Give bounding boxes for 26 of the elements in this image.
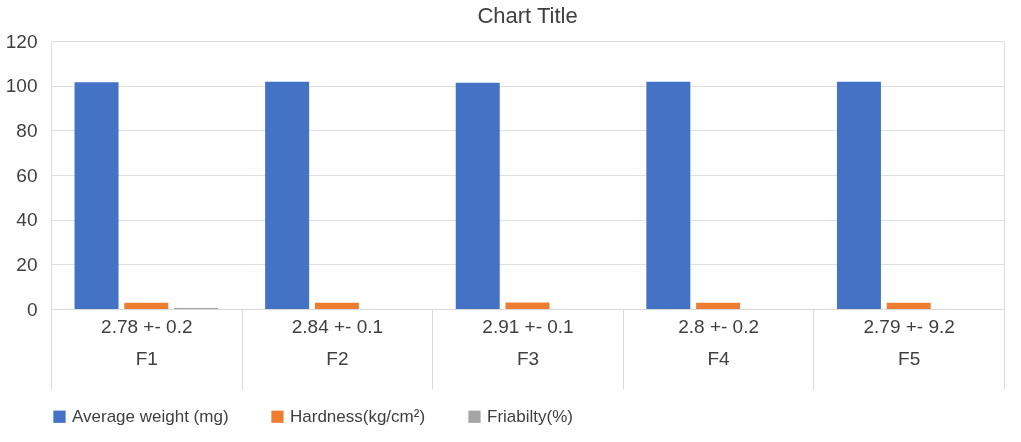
y-tick-label: 120 [5,30,38,52]
bar [696,302,741,309]
x-tick-label: 2.8 +- 0.2 F4 [678,315,760,369]
x-tick-label: 2.84 +- 0.1 F2 [291,315,384,369]
y-tick-label: 100 [5,75,38,97]
y-tick-label: 20 [16,253,38,275]
bar [646,81,691,309]
bar [505,302,550,309]
y-tick-label: 80 [16,119,38,141]
bar [265,81,310,309]
bar [314,302,359,309]
y-tick-label: 0 [26,298,38,320]
y-tick-label: 40 [16,209,38,231]
x-tick-label: 2.78 +- 0.2 F1 [101,315,193,369]
x-tick-label: 2.91 +- 0.1 F3 [482,315,574,369]
bar [836,81,881,309]
bar [74,82,119,309]
legend-label: Friabilty(%) [487,406,573,426]
bar [455,82,500,309]
chart-title: Chart Title [477,3,578,28]
bar [886,302,931,309]
legend-label: Average weight (mg) [72,406,229,426]
y-tick-label: 60 [16,164,38,186]
x-tick-label: 2.79 +- 9.2 F5 [863,315,955,369]
bar [124,302,169,309]
legend-label: Hardness(kg/cm²) [290,406,426,426]
